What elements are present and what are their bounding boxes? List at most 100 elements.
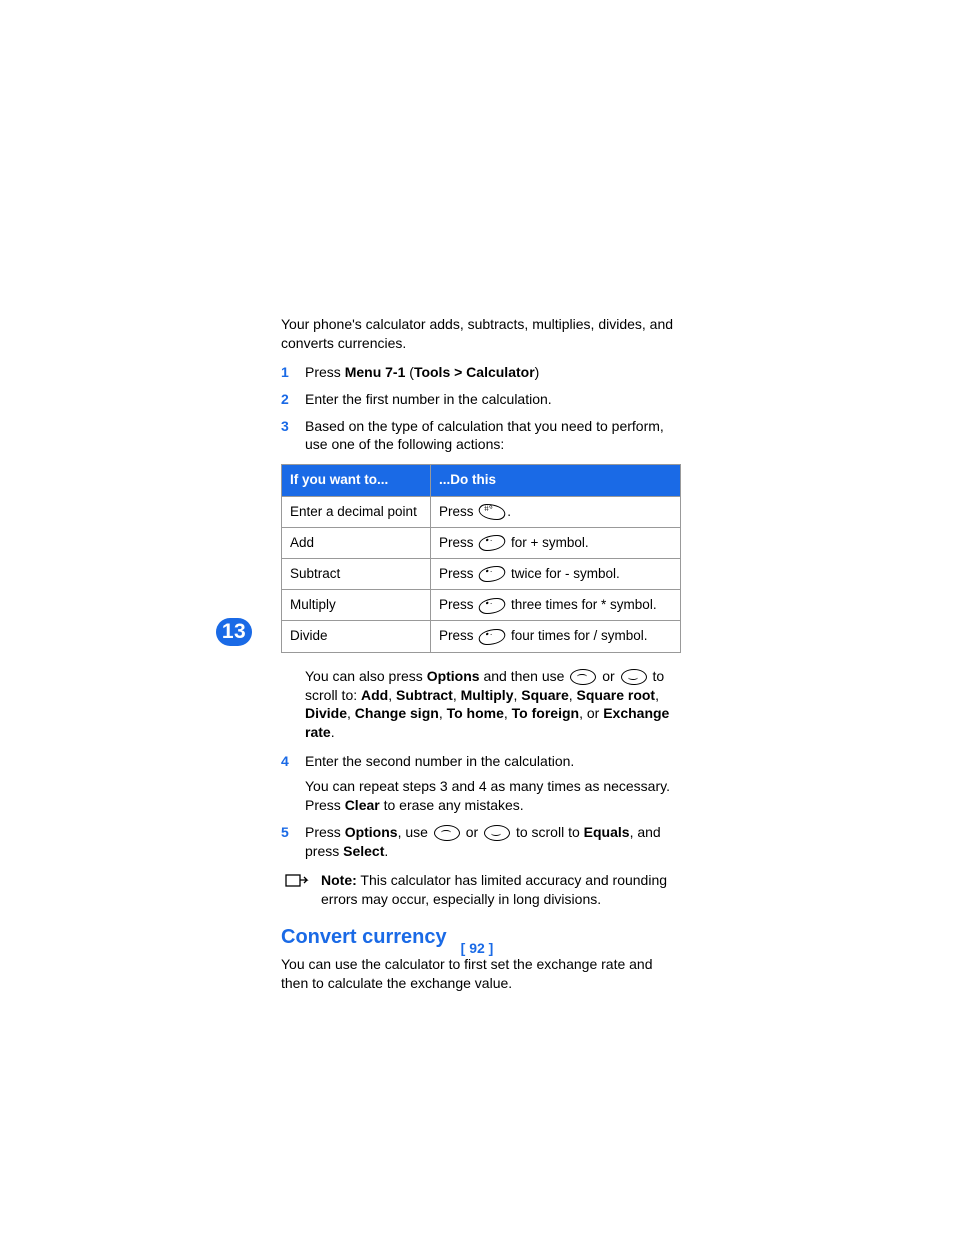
step-item: 3 Based on the type of calculation that y… <box>281 417 681 455</box>
text-run: , <box>453 687 461 703</box>
scroll-up-key-icon <box>570 669 596 685</box>
calculator-actions-table: If you want to... ...Do this Enter a dec… <box>281 464 681 652</box>
note-text: Note: This calculator has limited accura… <box>321 871 681 909</box>
text-run: to erase any mistakes. <box>380 797 524 813</box>
table-cell-want: Add <box>282 527 431 558</box>
table-cell-want: Enter a decimal point <box>282 496 431 527</box>
text-run: , <box>655 687 659 703</box>
note-body-text: This calculator has limited accuracy and… <box>321 872 667 907</box>
text-run: Based on the type of calculation that yo… <box>305 418 664 453</box>
text-run: Enter the second number in the calculati… <box>305 753 574 769</box>
text-run: , or <box>579 705 603 721</box>
table-cell-want: Multiply <box>282 590 431 621</box>
scroll-down-key-icon <box>484 825 510 841</box>
steps-list-lower: 4 Enter the second number in the calculat… <box>281 752 681 860</box>
chapter-tab: 13 <box>216 618 252 646</box>
text-run: . <box>507 504 511 519</box>
intro-paragraph: Your phone's calculator adds, subtracts,… <box>281 315 681 353</box>
note-label: Note: <box>321 872 357 888</box>
text-run: to scroll to <box>512 824 584 840</box>
text-run: or <box>462 824 482 840</box>
table-row: SubtractPress twice for - symbol. <box>282 559 681 590</box>
text-run: Add <box>361 687 388 703</box>
text-run: Subtract <box>396 687 453 703</box>
text-run: Divide <box>305 705 347 721</box>
star-key-icon <box>478 566 507 582</box>
text-run: four times for / symbol. <box>507 628 647 643</box>
table-cell-do: Press for + symbol. <box>431 527 681 558</box>
text-run: , <box>388 687 396 703</box>
table-row: Divide Press four times for / symbol. <box>282 621 681 652</box>
table-cell-do: Press . <box>431 496 681 527</box>
step-number: 1 <box>281 363 293 382</box>
star-key-icon <box>478 535 507 551</box>
step-body: Enter the second number in the calculati… <box>305 752 681 815</box>
text-run: ) <box>535 364 540 380</box>
text-run: To foreign <box>512 705 579 721</box>
text-run: Clear <box>345 797 380 813</box>
table-cell-do: Press twice for - symbol. <box>431 559 681 590</box>
scroll-down-key-icon <box>621 669 647 685</box>
step-body: Based on the type of calculation that yo… <box>305 417 681 455</box>
text-run: Press <box>439 597 477 612</box>
section-paragraph: You can use the calculator to first set … <box>281 955 681 993</box>
step-number: 2 <box>281 390 293 409</box>
table-row: Enter a decimal pointPress . <box>282 496 681 527</box>
hash-key-icon <box>478 504 507 520</box>
text-run: Square root <box>577 687 656 703</box>
step-body: Enter the first number in the calculatio… <box>305 390 681 409</box>
step-item: 5 Press Options, use or to scroll to Equa… <box>281 823 681 861</box>
text-run: Square <box>521 687 568 703</box>
text-run: , use <box>398 824 432 840</box>
text-run: and then use <box>480 668 569 684</box>
step-sub: You can repeat steps 3 and 4 as many tim… <box>305 777 681 815</box>
step-item: 4 Enter the second number in the calculat… <box>281 752 681 815</box>
options-paragraph: You can also press Options and then use … <box>281 667 681 743</box>
text-run: Equals <box>584 824 630 840</box>
table-header-do: ...Do this <box>431 465 681 496</box>
text-run: Press <box>305 364 345 380</box>
note-block: Note: This calculator has limited accura… <box>281 871 681 909</box>
text-run: Press <box>305 824 345 840</box>
table-header-want: If you want to... <box>282 465 431 496</box>
text-run: , <box>569 687 577 703</box>
star-key-icon <box>478 629 507 645</box>
star-key-icon <box>478 598 507 614</box>
text-run: three times for * symbol. <box>507 597 656 612</box>
text-run: Press <box>439 628 477 643</box>
text-run: Options <box>345 824 398 840</box>
text-run: Press <box>439 566 477 581</box>
table-cell-want: Divide <box>282 621 431 652</box>
step-body: Press Menu 7-1 (Tools > Calculator) <box>305 363 681 382</box>
table-row: AddPress for + symbol. <box>282 527 681 558</box>
step-number: 4 <box>281 752 293 815</box>
text-run: , <box>504 705 512 721</box>
text-run: Select <box>343 843 384 859</box>
text-run: Enter the first number in the calculatio… <box>305 391 552 407</box>
text-run: Tools > Calculator <box>414 364 535 380</box>
step-body: Press Options, use or to scroll to Equal… <box>305 823 681 861</box>
page-number: [ 92 ] <box>0 940 954 956</box>
text-run: Multiply <box>461 687 514 703</box>
table-row: MultiplyPress three times for * symbol. <box>282 590 681 621</box>
manual-page: 13 Your phone's calculator adds, subtrac… <box>0 0 954 1235</box>
text-run: Change sign <box>355 705 439 721</box>
scroll-up-key-icon <box>434 825 460 841</box>
step-number: 5 <box>281 823 293 861</box>
text-run: . <box>384 843 388 859</box>
text-run: Menu 7-1 <box>345 364 410 380</box>
table-cell-do: Press three times for * symbol. <box>431 590 681 621</box>
table-cell-want: Subtract <box>282 559 431 590</box>
step-item: 2 Enter the first number in the calculati… <box>281 390 681 409</box>
step-item: 1 Press Menu 7-1 (Tools > Calculator) <box>281 363 681 382</box>
text-run: You can also press <box>305 668 427 684</box>
step-number: 3 <box>281 417 293 455</box>
text-run: Press <box>439 504 477 519</box>
note-icon <box>285 871 309 909</box>
text-run: To home <box>447 705 504 721</box>
text-run: , <box>439 705 447 721</box>
text-run: Options <box>427 668 480 684</box>
text-run: or <box>598 668 618 684</box>
steps-list-upper: 1 Press Menu 7-1 (Tools > Calculator) 2 Ent… <box>281 363 681 455</box>
page-content: Your phone's calculator adds, subtracts,… <box>281 315 681 1003</box>
